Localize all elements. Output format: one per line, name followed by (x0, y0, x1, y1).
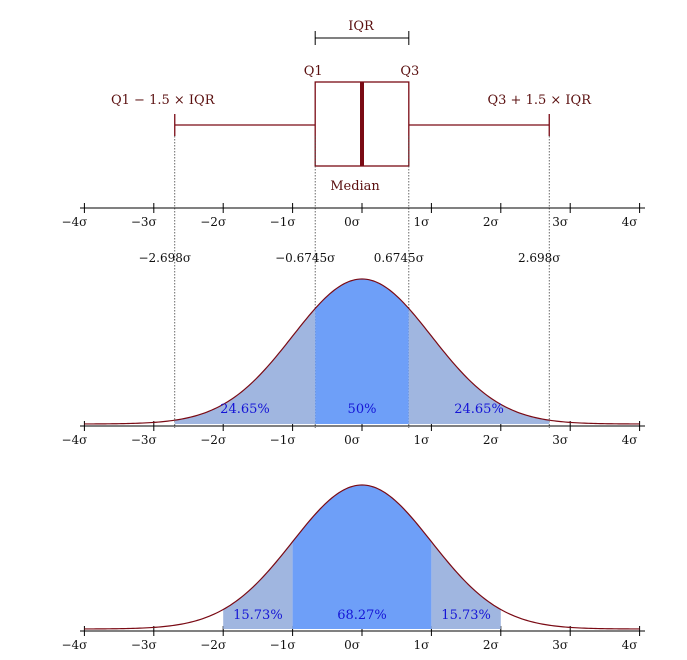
axis-tick-label: 4σ (622, 433, 638, 447)
density-panel-quartiles: 24.65% 50% 24.65% (84, 278, 640, 425)
reference-value-label: −0.6745σ (275, 251, 335, 265)
axis-tick-label: −1σ (270, 433, 296, 447)
axis-top: −4σ −3σ −2σ −1σ 0σ 1σ 2σ 3σ 4σ (61, 203, 645, 229)
region-percent-label: 24.65% (454, 402, 504, 417)
density-region (292, 485, 432, 629)
reference-value-label: 0.6745σ (374, 251, 424, 265)
q1-label: Q1 (304, 64, 323, 79)
upper-fence-label: Q3 + 1.5 × IQR (487, 93, 592, 108)
axis-tick-label: 2σ (483, 638, 499, 652)
axis-tick-label: −1σ (270, 215, 296, 229)
median-label: Median (330, 179, 380, 194)
reference-value-labels: −2.698σ −0.6745σ 0.6745σ 2.698σ (138, 251, 560, 265)
region-percent-label: 24.65% (220, 402, 270, 417)
axis-tick-label: 3σ (552, 638, 568, 652)
axis-tick-label: −1σ (270, 638, 296, 652)
reference-value-label: 2.698σ (518, 251, 561, 265)
region-percent-label: 50% (348, 402, 377, 417)
axis-tick-label: −4σ (61, 638, 87, 652)
density-curve (84, 484, 640, 630)
axis-middle: −4σ −3σ −2σ −1σ 0σ 1σ 2σ 3σ 4σ (61, 421, 645, 447)
axis-tick-label: 0σ (344, 638, 360, 652)
axis-tick-label: −4σ (61, 433, 87, 447)
axis-tick-label: 3σ (552, 433, 568, 447)
axis-tick-label: 4σ (622, 638, 638, 652)
axis-tick-label: 1σ (413, 215, 429, 229)
region-percent-label: 68.27% (337, 608, 387, 623)
axis-tick-label: −2σ (200, 215, 226, 229)
axis-bottom: −4σ −3σ −2σ −1σ 0σ 1σ 2σ 3σ 4σ (61, 626, 645, 652)
axis-tick-label: 2σ (483, 433, 499, 447)
axis-tick-label: 3σ (552, 215, 568, 229)
density-region (174, 308, 316, 424)
axis-tick-label: −4σ (61, 215, 87, 229)
boxplot-panel: IQR Q1 Q3 Q1 − 1.5 × IQR Q3 + 1.5 × IQR … (111, 19, 592, 194)
density-region (408, 308, 550, 424)
iqr-label: IQR (348, 19, 375, 34)
q3-label: Q3 (400, 64, 419, 79)
axis-tick-label: −3σ (131, 638, 157, 652)
density-curve (84, 278, 640, 425)
axis-tick-label: 0σ (344, 215, 360, 229)
axis-tick-label: −3σ (131, 215, 157, 229)
reference-value-label: −2.698σ (138, 251, 191, 265)
axis-tick-label: −3σ (131, 433, 157, 447)
axis-tick-label: −2σ (200, 433, 226, 447)
lower-fence-label: Q1 − 1.5 × IQR (111, 93, 216, 108)
region-percent-label: 15.73% (233, 608, 283, 623)
axis-tick-label: 1σ (413, 638, 429, 652)
axis-tick-label: 2σ (483, 215, 499, 229)
density-panel-sigma: 15.73% 68.27% 15.73% (84, 484, 640, 630)
axis-tick-label: −2σ (200, 638, 226, 652)
axis-tick-label: 0σ (344, 433, 360, 447)
density-region (315, 279, 409, 424)
axis-tick-label: 1σ (413, 433, 429, 447)
region-percent-label: 15.73% (441, 608, 491, 623)
axis-tick-label: 4σ (622, 215, 638, 229)
